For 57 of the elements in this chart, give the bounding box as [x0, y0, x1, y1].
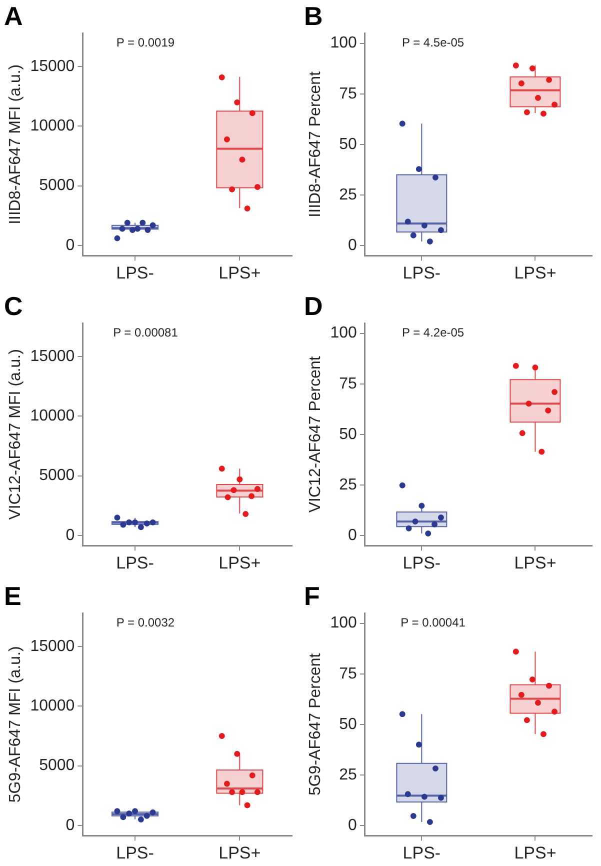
- y-tick-label: 0: [66, 526, 75, 544]
- y-axis-title: VIC12-AF647 MFI (a.u.): [7, 349, 24, 520]
- y-tick-label: 75: [339, 85, 357, 102]
- y-tick-label: 0: [66, 816, 75, 834]
- chart-title: C: [4, 290, 23, 321]
- annotation: P = 0.00041: [400, 616, 466, 630]
- y-axis-title: IIID8-AF647 Percent: [307, 70, 324, 218]
- x-tick-label: LPS-: [402, 843, 441, 862]
- y-tick-label: 0: [66, 236, 75, 254]
- y-tick-label: 5000: [39, 177, 75, 194]
- x-tick-label: LPS+: [514, 843, 556, 862]
- chart-title: B: [304, 0, 323, 31]
- y-tick-label: 10000: [30, 698, 75, 715]
- y-axis-title: 5G9-AF647 MFI (a.u.): [7, 646, 24, 803]
- y-tick-label: 100: [330, 614, 357, 632]
- x-tick-label: LPS+: [514, 263, 556, 282]
- y-tick-label: 75: [339, 375, 357, 392]
- y-tick-label: 15000: [30, 638, 75, 655]
- y-tick-label: 0: [348, 816, 357, 834]
- annotation: P = 0.0032: [116, 616, 175, 630]
- chart-title: E: [4, 580, 22, 611]
- y-tick-label: 10000: [30, 408, 75, 425]
- x-tick-label: LPS+: [218, 263, 261, 282]
- y-tick-label: 50: [339, 426, 357, 443]
- y-tick-label: 5000: [39, 467, 75, 484]
- y-axis-title: 5G9-AF647 Percent: [307, 652, 324, 796]
- y-tick-label: 100: [330, 324, 357, 342]
- y-tick-label: 50: [339, 136, 357, 153]
- x-tick-label: LPS-: [402, 263, 441, 282]
- y-tick-label: 0: [348, 236, 357, 254]
- x-tick-label: LPS-: [116, 263, 154, 282]
- x-tick-label: LPS-: [402, 553, 441, 572]
- y-tick-label: 10000: [30, 118, 75, 135]
- y-tick-label: 50: [339, 716, 357, 733]
- y-tick-label: 100: [330, 34, 357, 52]
- y-axis-title: VIC12-AF647 Percent: [307, 356, 324, 513]
- chart-title: A: [4, 0, 23, 31]
- y-tick-label: 25: [339, 766, 357, 784]
- y-tick-label: 5000: [39, 757, 75, 774]
- x-tick-label: LPS-: [116, 553, 154, 572]
- annotation: P = 0.0019: [116, 36, 175, 50]
- y-axis-title: IIID8-AF647 MFI (a.u.): [7, 64, 24, 224]
- annotation: P = 4.2e-05: [402, 326, 464, 340]
- y-tick-label: 15000: [30, 348, 75, 365]
- y-tick-label: 25: [339, 476, 357, 494]
- chart-title: D: [304, 290, 323, 321]
- y-tick-label: 0: [348, 526, 357, 544]
- y-tick-label: 25: [339, 186, 357, 204]
- x-tick-label: LPS+: [218, 843, 261, 862]
- annotation: P = 4.5e-05: [402, 36, 464, 50]
- x-tick-label: LPS+: [514, 553, 556, 572]
- x-tick-label: LPS-: [116, 843, 154, 862]
- y-tick-label: 75: [339, 665, 357, 682]
- x-tick-label: LPS+: [218, 553, 261, 572]
- y-tick-label: 15000: [30, 58, 75, 75]
- annotation: P = 0.00081: [113, 326, 178, 340]
- chart-title: F: [304, 580, 320, 611]
